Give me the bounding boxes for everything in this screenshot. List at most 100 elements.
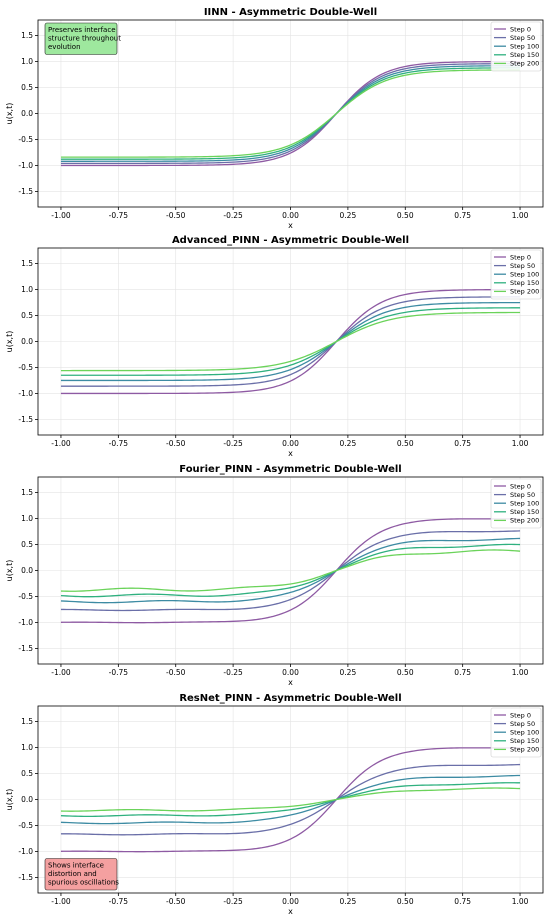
x-tick-label: -0.75 [109, 439, 129, 448]
series-line-step-50 [60, 296, 521, 387]
y-tick-label: 1.0 [21, 743, 33, 752]
x-tick-label: 0.25 [340, 668, 357, 677]
y-axis-label: u(x,t) [5, 789, 14, 811]
series-line-step-100 [60, 65, 521, 162]
x-tick-label: -0.75 [109, 897, 129, 906]
x-tick-label: -1.00 [51, 211, 71, 220]
series-line-step-100 [60, 774, 521, 825]
legend-entry: Step 150 [510, 51, 539, 59]
series-line-step-150 [60, 67, 521, 160]
chart-title: Advanced_PINN - Asymmetric Double-Well [172, 235, 409, 246]
x-tick-label: -0.25 [223, 211, 243, 220]
x-tick-label: 0.00 [282, 668, 299, 677]
y-tick-label: -0.5 [18, 135, 33, 144]
y-axis-label: u(x,t) [5, 331, 14, 353]
x-tick-label: 0.00 [282, 439, 299, 448]
annotation-text: evolution [48, 43, 81, 51]
x-tick-label: -0.50 [166, 211, 186, 220]
legend-entry: Step 100 [510, 500, 539, 508]
y-tick-label: 0.0 [21, 566, 33, 575]
x-axis-label: x [288, 449, 293, 458]
x-tick-label: -0.50 [166, 897, 186, 906]
chart-title: ResNet_PINN - Asymmetric Double-Well [179, 693, 401, 704]
x-axis-label: x [288, 221, 293, 230]
series-line-step-0 [60, 518, 521, 624]
x-tick-label: -0.25 [223, 897, 243, 906]
y-axis-label: u(x,t) [5, 560, 14, 582]
x-tick-label: -1.00 [51, 439, 71, 448]
y-tick-label: 0.0 [21, 337, 33, 346]
y-tick-label: 1.0 [21, 285, 33, 294]
series-line-step-200 [60, 69, 521, 158]
chart-panel-2: Advanced_PINN - Asymmetric Double-Well -1… [5, 235, 544, 458]
y-tick-label: 1.5 [21, 259, 33, 268]
legend-entry: Step 0 [510, 482, 531, 490]
y-tick-label: 1.0 [21, 57, 33, 66]
x-tick-label: 0.75 [454, 439, 471, 448]
y-tick-label: 0.5 [21, 311, 33, 320]
series-line-step-50 [60, 63, 521, 165]
series-line-step-50 [60, 530, 521, 612]
x-tick-label: 1.00 [512, 897, 529, 906]
legend-entry: Step 50 [510, 491, 535, 499]
x-tick-label: -0.75 [109, 211, 129, 220]
legend-entry: Step 50 [510, 720, 535, 728]
x-tick-label: 0.00 [282, 211, 299, 220]
x-axis-label: x [288, 907, 293, 916]
series-line-step-200 [60, 311, 521, 372]
legend-entry: Step 150 [510, 279, 539, 287]
x-tick-label: -1.00 [51, 668, 71, 677]
chart-title: IINN - Asymmetric Double-Well [204, 7, 377, 18]
annotation-text: Shows interface [48, 862, 104, 870]
x-tick-label: -0.25 [223, 439, 243, 448]
y-tick-label: 1.5 [21, 717, 33, 726]
x-tick-label: 0.50 [397, 668, 414, 677]
legend-box [490, 249, 542, 300]
x-tick-label: 0.50 [397, 897, 414, 906]
y-tick-label: -1.0 [18, 161, 33, 170]
y-tick-label: -1.0 [18, 847, 33, 856]
annotation-text: distortion and [48, 870, 97, 878]
series-line-step-50 [60, 763, 521, 836]
legend-entry: Step 200 [510, 60, 539, 68]
y-tick-label: -1.5 [18, 644, 33, 653]
annotation-text: Preserves interface [48, 26, 116, 34]
x-tick-label: -0.75 [109, 668, 129, 677]
y-tick-label: -1.5 [18, 187, 33, 196]
legend-entry: Step 0 [510, 711, 531, 719]
x-tick-label: 0.00 [282, 897, 299, 906]
x-tick-label: -0.25 [223, 668, 243, 677]
y-tick-label: 1.5 [21, 31, 33, 40]
x-tick-label: 0.75 [454, 897, 471, 906]
annotation-box [44, 22, 118, 55]
series-line-step-150 [60, 307, 521, 376]
x-tick-label: 0.50 [397, 211, 414, 220]
series-line-step-150 [60, 782, 521, 818]
x-tick-label: 1.00 [512, 668, 529, 677]
y-tick-label: 0.0 [21, 795, 33, 804]
legend-box [490, 707, 542, 758]
x-tick-label: -0.50 [166, 439, 186, 448]
series-line-step-150 [60, 543, 521, 598]
series-line-step-0 [60, 288, 521, 395]
y-tick-label: 0.5 [21, 769, 33, 778]
y-tick-label: -1.5 [18, 415, 33, 424]
x-tick-label: -0.50 [166, 668, 186, 677]
y-tick-label: 1.5 [21, 488, 33, 497]
y-tick-label: -0.5 [18, 363, 33, 372]
legend-entry: Step 0 [510, 25, 531, 33]
series-line-step-100 [60, 537, 521, 604]
x-tick-label: 0.75 [454, 211, 471, 220]
legend-entry: Step 150 [510, 737, 539, 745]
y-tick-label: -0.5 [18, 821, 33, 830]
legend-entry: Step 200 [510, 517, 539, 525]
series-line-step-0 [60, 747, 521, 853]
series-line-step-200 [60, 549, 521, 592]
x-tick-label: 1.00 [512, 211, 529, 220]
y-tick-label: -0.5 [18, 592, 33, 601]
legend-entry: Step 100 [510, 729, 539, 737]
chart-panel-4: ResNet_PINN - Asymmetric Double-Well -1.0… [5, 693, 544, 916]
y-tick-label: 0.5 [21, 540, 33, 549]
legend-entry: Step 200 [510, 746, 539, 754]
